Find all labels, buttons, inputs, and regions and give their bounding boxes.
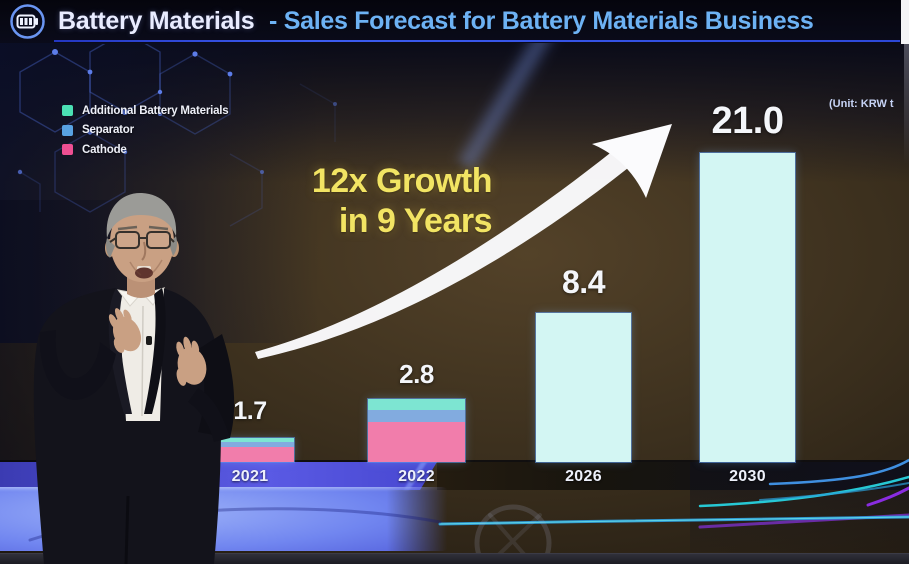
title-bar: Battery Materials - Sales Forecast for B…	[0, 0, 909, 43]
bar-2030	[700, 153, 795, 462]
page-title-primary: Battery Materials	[58, 7, 255, 35]
bar-segment-cathode	[368, 422, 465, 462]
bar-segment-separator	[368, 410, 465, 422]
bar-2021	[206, 438, 294, 462]
legend-swatch-cathode	[62, 144, 73, 156]
bar-2026	[536, 313, 631, 462]
bar-segment-separator	[206, 442, 294, 447]
legend-item: Additional Battery Materials	[62, 101, 229, 121]
bar-value-label-2026: 8.4	[562, 264, 605, 300]
legend-item: Cathode	[62, 140, 229, 160]
legend-label: Additional Battery Materials	[82, 104, 229, 117]
bar-2022	[368, 399, 465, 462]
legend-swatch-additional-battery-materials	[62, 105, 73, 117]
page-title: Battery Materials - Sales Forecast for B…	[58, 0, 814, 43]
x-axis-label-2026: 2026	[565, 468, 602, 485]
stage-floor	[0, 553, 909, 564]
x-axis-label-2022: 2022	[398, 468, 435, 485]
legend-item: Separator	[62, 121, 229, 141]
presenter	[33, 192, 235, 564]
growth-annotation-line1: 12x Growth	[311, 162, 493, 200]
x-axis-label-2030: 2030	[729, 468, 766, 485]
screen-right-edge-glow	[904, 44, 909, 164]
title-underline	[54, 40, 900, 42]
bar-segment-cathode	[206, 447, 294, 462]
bar-value-label-2022: 2.8	[399, 359, 434, 389]
x-axis-label-2021: 2021	[231, 468, 269, 485]
bar-segment-total	[536, 313, 631, 462]
page-title-secondary: - Sales Forecast for Battery Materials B…	[269, 7, 814, 35]
bar-value-label-2030: 21.0	[711, 100, 784, 142]
bar-segment-total	[700, 153, 795, 462]
screen-right-edge	[901, 0, 909, 44]
unit-label: (Unit: KRW t	[829, 98, 894, 110]
bar-segment-additional-battery-materials	[206, 438, 294, 442]
bar-value-label-2021: 1.7	[233, 397, 267, 425]
legend-label: Separator	[82, 124, 134, 137]
legend: Additional Battery Materials Separator C…	[62, 101, 229, 160]
battery-icon	[10, 4, 45, 39]
legend-label: Cathode	[82, 143, 127, 156]
growth-annotation-line2: in 9 Years	[338, 202, 493, 240]
bar-segment-additional-battery-materials	[368, 399, 465, 410]
growth-annotation: 12x Growth in 9 Years	[250, 161, 493, 241]
legend-swatch-separator	[62, 124, 73, 136]
